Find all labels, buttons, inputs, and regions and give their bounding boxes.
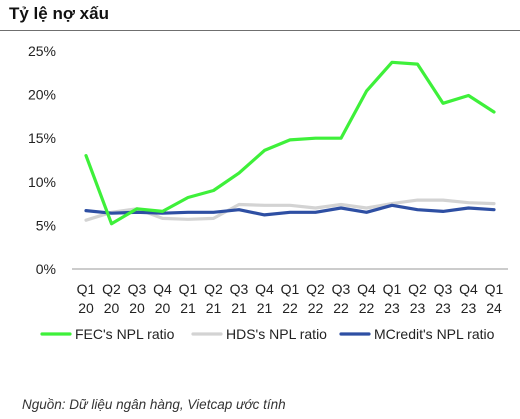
chart-title: Tỷ lệ nợ xấu (9, 4, 109, 23)
x-tick-label: Q1 21 (179, 281, 198, 316)
y-tick-label: 25% (28, 43, 56, 59)
x-tick-label: Q1 20 (77, 281, 96, 316)
x-tick-label: Q4 23 (459, 281, 478, 316)
y-tick-label: 10% (28, 174, 56, 190)
x-tick-label: Q3 20 (128, 281, 147, 316)
y-tick-label: 15% (28, 130, 56, 146)
x-tick-label: Q2 22 (306, 281, 325, 316)
x-tick-label: Q4 22 (357, 281, 376, 316)
y-tick-label: 20% (28, 87, 56, 103)
x-tick-label: Q3 23 (434, 281, 453, 316)
series-line-hds (84, 198, 496, 222)
y-tick-label: 0% (36, 261, 56, 277)
x-tick-label: Q3 21 (230, 281, 249, 316)
x-tick-label: Q2 21 (204, 281, 223, 316)
y-tick-label: 5% (36, 217, 56, 233)
x-tick-label: Q4 20 (153, 281, 172, 316)
x-tick-label: Q1 22 (281, 281, 300, 316)
source-note: Nguồn: Dữ liệu ngân hàng, Vietcap ước tí… (22, 397, 286, 412)
series-line-fec (84, 60, 496, 226)
x-tick-label: Q3 22 (332, 281, 351, 316)
x-tick-label: Q2 23 (408, 281, 427, 316)
x-tick-label: Q2 20 (102, 281, 121, 316)
series-line-mcredit (84, 203, 496, 217)
x-tick-label: Q4 21 (255, 281, 274, 316)
x-tick-label: Q1 24 (485, 281, 504, 316)
npl-line-chart: 0% 5% 10% 15% 20% 25% Q1 20 Q2 20 Q3 20 Q4 20 Q1 21 Q2 21… (28, 43, 508, 342)
legend-label: FEC's NPL ratio (75, 326, 175, 342)
legend-label: MCredit's NPL ratio (374, 326, 495, 342)
legend-label: HDS's NPL ratio (226, 326, 327, 342)
x-tick-label: Q1 23 (383, 281, 402, 316)
title-divider (0, 30, 520, 31)
